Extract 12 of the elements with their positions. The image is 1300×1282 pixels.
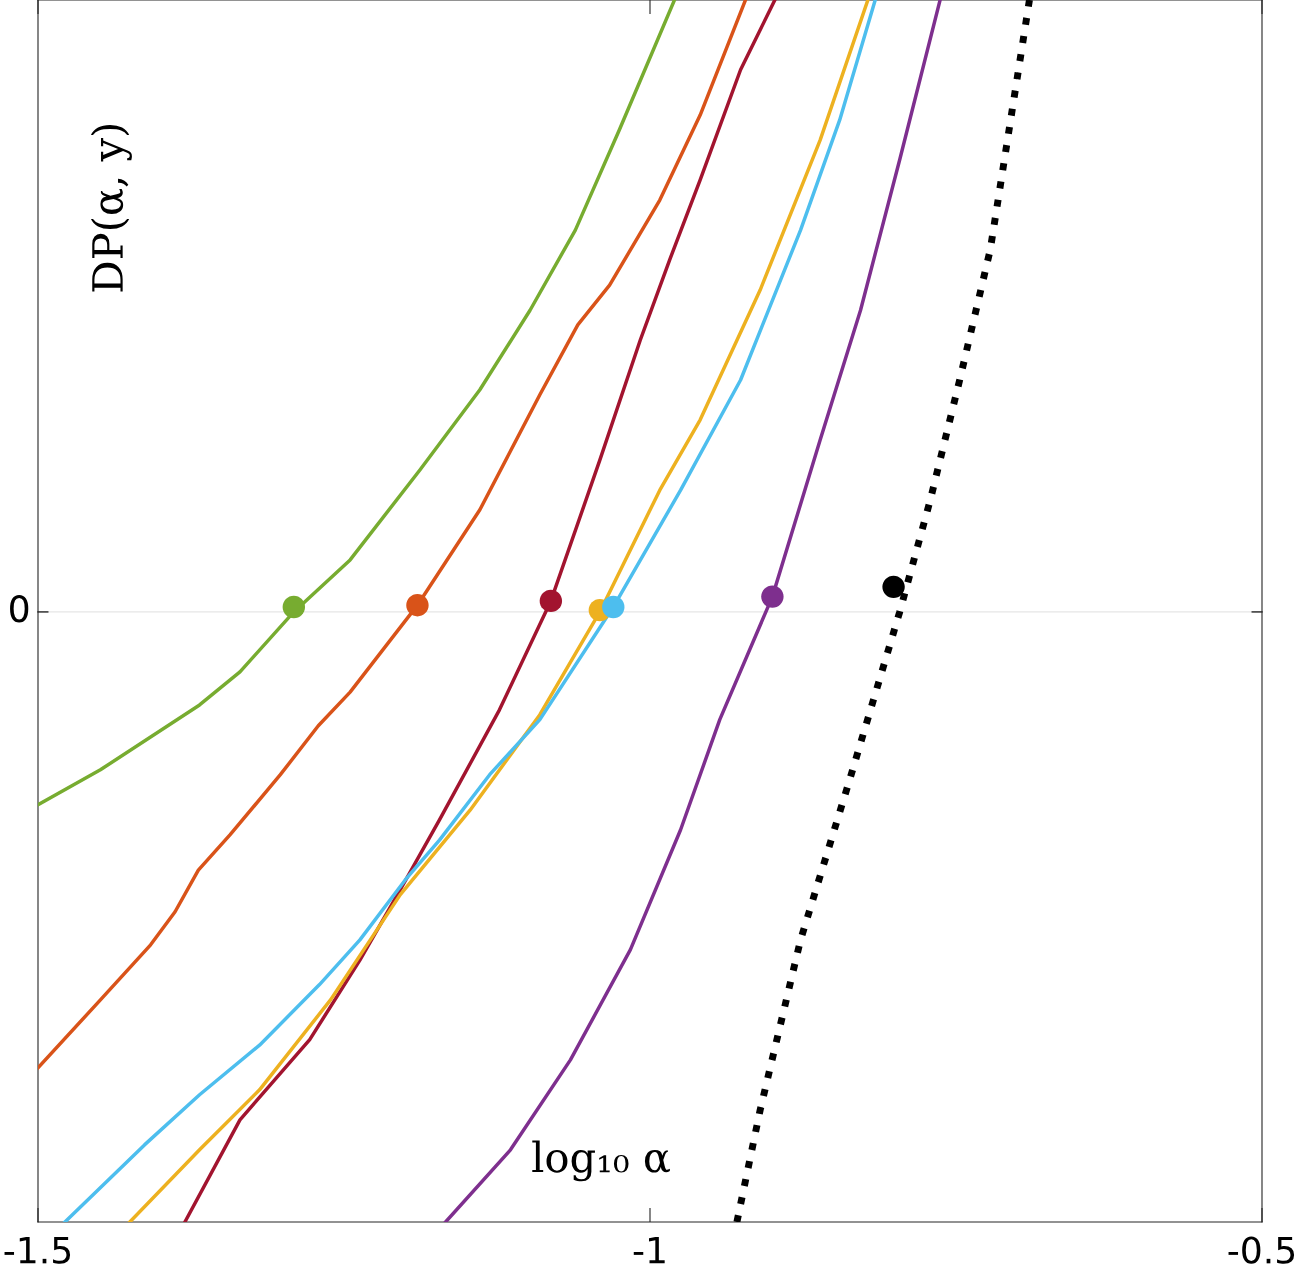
point [602, 595, 625, 619]
point [761, 585, 784, 608]
ref-line-label: 0 [10, 595, 29, 623]
x-tick-label: -1 [633, 1237, 665, 1264]
point [282, 595, 306, 619]
x-tick-label: -0.5 [1228, 1236, 1295, 1264]
point [882, 575, 905, 599]
point [406, 593, 429, 617]
x-axis-title: log₁₀ α [532, 1140, 670, 1182]
x-tick-label: -1.5 [4, 1237, 71, 1264]
y-axis-title: DP(α, y) [90, 124, 132, 292]
point [539, 589, 563, 613]
